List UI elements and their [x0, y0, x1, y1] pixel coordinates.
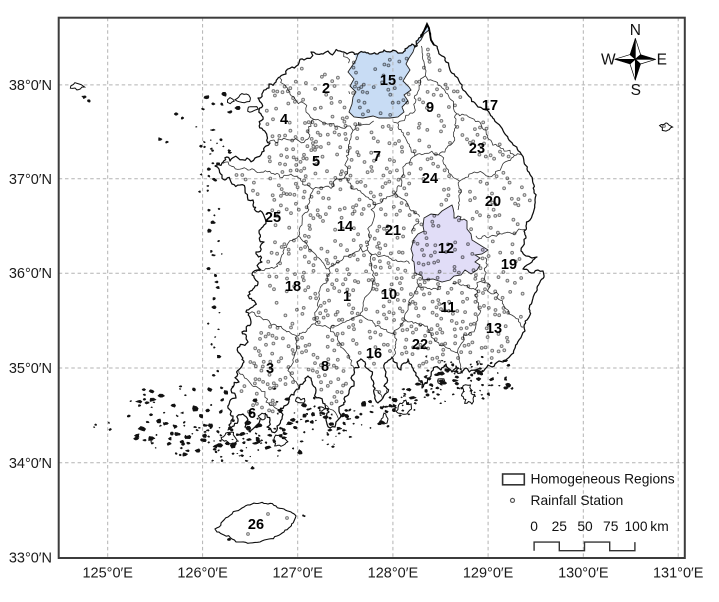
svg-text:21: 21 [385, 223, 401, 239]
svg-text:km: km [650, 519, 668, 534]
svg-text:37°0′N: 37°0′N [9, 172, 52, 188]
svg-text:129°0′E: 129°0′E [463, 566, 514, 582]
svg-text:6: 6 [248, 406, 256, 422]
svg-text:23: 23 [469, 141, 485, 157]
svg-text:4: 4 [280, 112, 288, 128]
svg-text:12: 12 [438, 241, 454, 257]
svg-text:128°0′E: 128°0′E [368, 566, 419, 582]
svg-text:20: 20 [485, 194, 501, 210]
svg-text:50: 50 [577, 519, 593, 534]
svg-text:17: 17 [482, 98, 498, 114]
svg-text:1: 1 [343, 289, 351, 305]
svg-text:16: 16 [366, 346, 382, 362]
svg-text:34°0′N: 34°0′N [9, 456, 52, 472]
svg-text:5: 5 [312, 154, 320, 170]
svg-text:8: 8 [321, 359, 329, 375]
svg-text:22: 22 [412, 337, 428, 353]
svg-text:W: W [601, 52, 616, 69]
svg-text:Homogeneous Regions: Homogeneous Regions [531, 472, 675, 487]
svg-text:N: N [630, 22, 641, 39]
svg-text:S: S [631, 82, 641, 99]
svg-text:24: 24 [422, 171, 438, 187]
svg-text:130°0′E: 130°0′E [558, 566, 609, 582]
svg-text:Rainfall Station: Rainfall Station [531, 493, 624, 508]
svg-text:25: 25 [552, 519, 568, 534]
svg-text:7: 7 [373, 149, 381, 165]
svg-text:9: 9 [426, 100, 434, 116]
svg-text:26: 26 [248, 517, 264, 533]
svg-text:18: 18 [285, 279, 301, 295]
svg-text:E: E [657, 52, 667, 69]
svg-text:131°0′E: 131°0′E [653, 566, 704, 582]
svg-text:19: 19 [501, 257, 517, 273]
svg-text:33°0′N: 33°0′N [9, 551, 52, 567]
svg-text:38°0′N: 38°0′N [9, 78, 52, 94]
svg-text:126°0′E: 126°0′E [177, 566, 228, 582]
svg-text:3: 3 [266, 361, 274, 377]
svg-text:15: 15 [380, 73, 396, 89]
svg-text:2: 2 [322, 81, 330, 97]
svg-text:127°0′E: 127°0′E [272, 566, 323, 582]
svg-text:100: 100 [624, 519, 647, 534]
svg-text:11: 11 [440, 300, 455, 316]
svg-text:13: 13 [486, 321, 502, 337]
svg-text:35°0′N: 35°0′N [9, 361, 52, 377]
svg-text:14: 14 [337, 219, 353, 235]
svg-text:25: 25 [265, 210, 281, 226]
svg-text:125°0′E: 125°0′E [82, 566, 133, 582]
svg-text:36°0′N: 36°0′N [9, 266, 52, 282]
svg-text:75: 75 [603, 519, 619, 534]
svg-text:0: 0 [530, 519, 538, 534]
svg-text:10: 10 [381, 287, 397, 303]
